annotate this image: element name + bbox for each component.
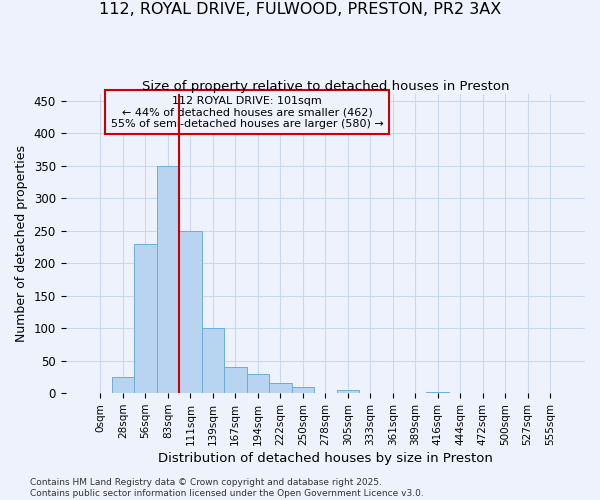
Bar — [112, 377, 134, 393]
Title: Size of property relative to detached houses in Preston: Size of property relative to detached ho… — [142, 80, 509, 93]
X-axis label: Distribution of detached houses by size in Preston: Distribution of detached houses by size … — [158, 452, 493, 465]
Bar — [134, 244, 157, 393]
Bar — [337, 390, 359, 393]
Bar — [202, 328, 224, 393]
Bar — [427, 392, 449, 393]
Text: 112 ROYAL DRIVE: 101sqm
← 44% of detached houses are smaller (462)
55% of semi-d: 112 ROYAL DRIVE: 101sqm ← 44% of detache… — [111, 96, 384, 129]
Bar — [292, 386, 314, 393]
Y-axis label: Number of detached properties: Number of detached properties — [15, 145, 28, 342]
Bar — [224, 367, 247, 393]
Bar — [179, 230, 202, 393]
Bar — [269, 384, 292, 393]
Bar — [247, 374, 269, 393]
Text: 112, ROYAL DRIVE, FULWOOD, PRESTON, PR2 3AX: 112, ROYAL DRIVE, FULWOOD, PRESTON, PR2 … — [99, 2, 501, 18]
Text: Contains HM Land Registry data © Crown copyright and database right 2025.
Contai: Contains HM Land Registry data © Crown c… — [30, 478, 424, 498]
Bar — [157, 166, 179, 393]
